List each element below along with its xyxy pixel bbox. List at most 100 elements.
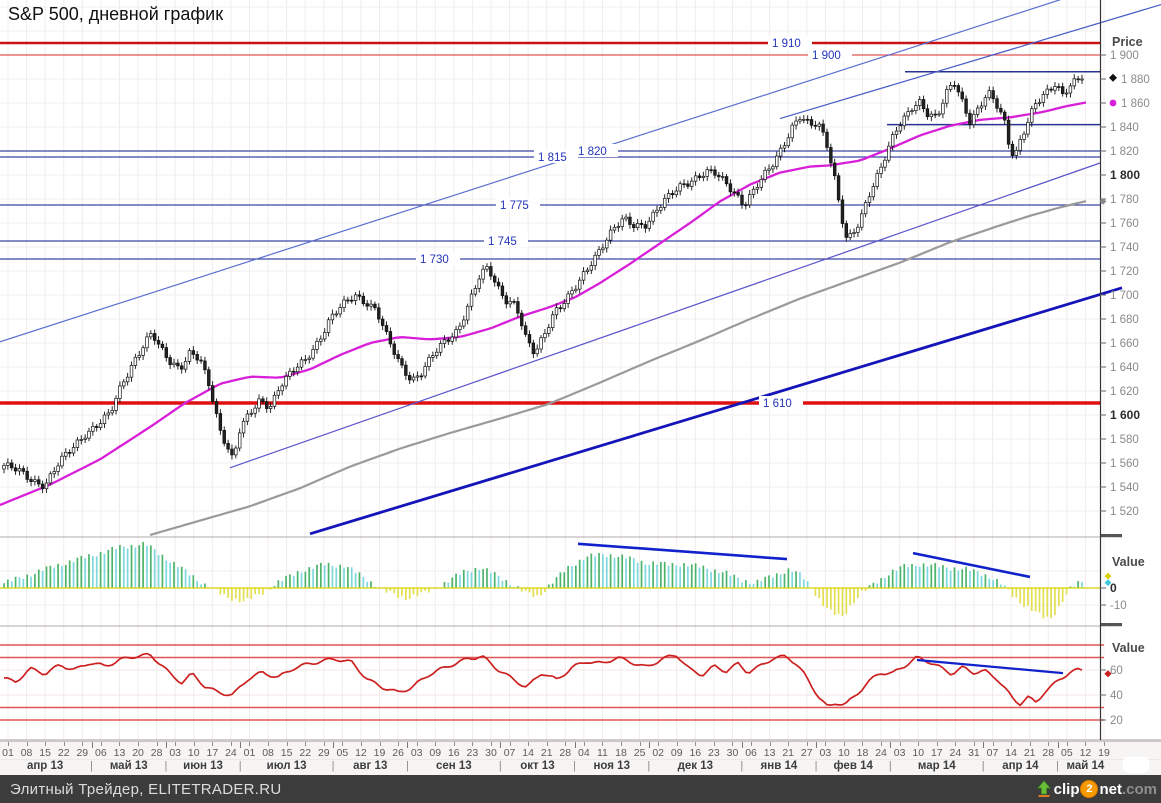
svg-text:1 640: 1 640	[1110, 362, 1139, 374]
x-axis-day-label: 18	[615, 747, 627, 759]
x-axis-month-tick	[500, 742, 502, 748]
x-axis-day-label: 10	[838, 747, 850, 759]
footer-text: Элитный Трейдер, ELITETRADER.RU	[10, 780, 282, 798]
svg-text:1 910: 1 910	[772, 38, 801, 50]
x-axis-day-label: 19	[1098, 747, 1110, 759]
x-axis-month-tick	[240, 742, 242, 748]
x-axis-day-label: 30	[726, 747, 739, 759]
x-axis-day-label: 01	[243, 747, 256, 759]
x-axis-tick	[490, 742, 492, 746]
panel-frames	[0, 534, 1161, 741]
x-axis-month-separator: |	[90, 760, 94, 772]
x-axis-tick	[398, 742, 400, 746]
x-axis-day-label: 10	[187, 747, 200, 759]
x-axis-day-label: 08	[262, 747, 274, 759]
candles	[2, 74, 1084, 494]
x-axis-tick	[788, 742, 790, 746]
x-axis-day-label: 02	[652, 747, 664, 759]
x-axis-tick	[732, 742, 734, 746]
x-axis-day-label: 03	[819, 747, 832, 759]
svg-text:60: 60	[1110, 665, 1123, 677]
ma-slow-gray	[149, 200, 1087, 537]
x-axis-day-label: 15	[39, 747, 51, 759]
chart-canvas[interactable]: 1 910 1 900 1 820 1 815 1 775 1 745 1 730 1 610…	[0, 0, 1161, 741]
x-axis-day-label: 03	[893, 747, 906, 759]
x-axis-tick	[992, 742, 994, 746]
x-axis-tick	[546, 742, 548, 746]
x-axis-tick	[379, 742, 381, 746]
svg-text:1 745: 1 745	[488, 236, 517, 248]
x-axis-day-label: 28	[1042, 747, 1055, 759]
x-axis-tick	[119, 742, 121, 746]
x-axis-day-label: 23	[708, 747, 720, 759]
x-axis-tick	[509, 742, 511, 746]
x-axis-day-label: 29	[76, 747, 89, 759]
x-axis-tick	[472, 742, 474, 746]
x-axis[interactable]: 01 08 15 22 29 апр 13 | 06 13 20 28 май 13 | 03 10 17 24…	[0, 741, 1161, 776]
oscillator-histogram	[0, 541, 1100, 619]
x-axis-day-label: 18	[856, 747, 869, 759]
panel-resize-handle-2[interactable]	[1100, 623, 1122, 626]
x-axis-month-tick	[648, 742, 650, 748]
x-axis-day-label: 21	[782, 747, 795, 759]
x-axis-month-label: май 14	[1066, 760, 1105, 772]
clip2net-watermark[interactable]: clip 2 net .com	[1034, 778, 1157, 800]
svg-text:1 820: 1 820	[1110, 146, 1139, 158]
svg-text:40: 40	[1110, 690, 1123, 702]
x-axis-tick	[528, 742, 530, 746]
svg-text:-10: -10	[1110, 600, 1127, 612]
panel-resize-handle-1[interactable]	[1100, 534, 1122, 537]
x-axis-month-label: ноя 13	[593, 760, 630, 772]
clip2net-clip: clip	[1053, 780, 1080, 798]
x-axis-month-tick	[816, 742, 818, 748]
x-axis-tick	[825, 742, 827, 746]
x-axis-tick	[230, 742, 232, 746]
price-chart-area[interactable]: 1 910 1 900 1 820 1 815 1 775 1 745 1 730 1 610…	[0, 0, 1161, 741]
svg-text:1 840: 1 840	[1110, 122, 1139, 134]
x-axis-month-label: дек 13	[677, 760, 714, 772]
x-axis-month-tick	[890, 742, 892, 748]
x-axis-month-separator: |	[888, 760, 892, 772]
x-axis-tick	[695, 742, 697, 746]
x-axis-tick	[973, 742, 975, 746]
svg-text:0: 0	[1110, 581, 1117, 595]
svg-text:1 520: 1 520	[1110, 506, 1139, 518]
svg-text:1 540: 1 540	[1110, 482, 1139, 494]
x-axis-month-label: окт 13	[520, 760, 555, 772]
x-axis-day-label: 07	[986, 747, 999, 759]
x-axis-tick	[305, 742, 307, 746]
x-axis-day-label: 17	[930, 747, 943, 759]
x-axis-month-label: июл 13	[266, 760, 307, 772]
x-axis-tick	[453, 742, 455, 746]
svg-text:1 815: 1 815	[538, 152, 567, 164]
x-axis-day-label: 16	[689, 747, 702, 759]
svg-text:1 880: 1 880	[1121, 74, 1150, 86]
grid	[0, 0, 1105, 740]
x-axis-tick	[751, 742, 753, 746]
x-axis-tick	[193, 742, 195, 746]
x-axis-day-label: 24	[949, 747, 962, 759]
x-axis-tick	[899, 742, 901, 746]
x-axis-tick	[268, 742, 270, 746]
x-axis-day-label: 21	[1023, 747, 1036, 759]
x-axis-day-label: 17	[206, 747, 219, 759]
x-axis-day-label: 11	[596, 747, 608, 759]
x-axis-tick	[713, 742, 715, 746]
x-axis-month-tick	[741, 742, 743, 748]
svg-text:1 800: 1 800	[1110, 168, 1140, 182]
clip2net-two: 2	[1080, 780, 1099, 798]
watermark-bubble	[1123, 757, 1149, 773]
x-axis-day-label: 12	[1079, 747, 1092, 759]
x-axis-month-label: сен 13	[435, 760, 472, 772]
x-axis-tick	[621, 742, 622, 746]
x-axis-tick	[602, 742, 604, 746]
x-axis-tick	[45, 742, 47, 746]
x-axis-tick	[360, 742, 362, 746]
footer-bar: Элитный Трейдер, ELITETRADER.RU	[0, 775, 1161, 803]
x-axis-day-label: 03	[410, 747, 423, 759]
clip2net-arrow-icon	[1036, 780, 1051, 797]
x-axis-month-label: апр 13	[26, 760, 64, 772]
x-axis-tick	[156, 742, 158, 746]
x-axis-day-label: 25	[633, 747, 646, 759]
